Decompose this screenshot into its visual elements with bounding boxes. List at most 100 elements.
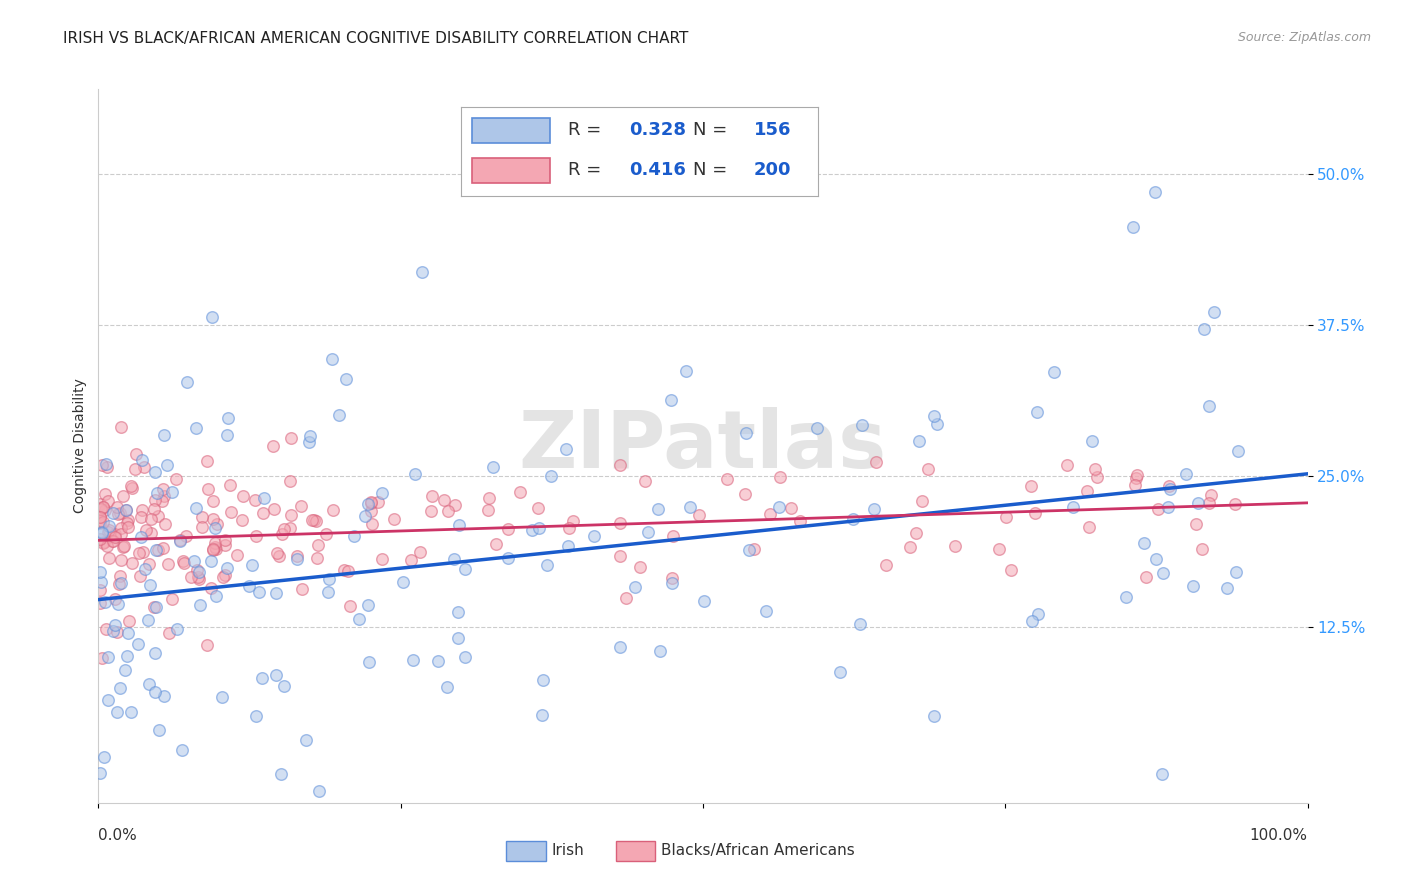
Point: [188, 572, 211, 586]
Point: [131, 502, 153, 516]
Point: [112, 489, 135, 503]
Point: [1174, 467, 1197, 481]
Point: [114, 663, 136, 677]
Point: [675, 363, 697, 377]
Point: [166, 622, 188, 636]
Point: [382, 512, 405, 526]
Point: [184, 501, 207, 516]
Point: [262, 440, 284, 454]
Point: [108, 576, 131, 591]
Point: [252, 507, 274, 521]
Point: [93, 534, 115, 549]
Point: [202, 542, 225, 557]
Text: Irish: Irish: [551, 844, 583, 858]
Point: [138, 558, 160, 572]
Point: [152, 427, 174, 442]
Point: [90, 574, 112, 589]
Point: [481, 459, 503, 474]
Point: [308, 783, 330, 797]
Point: [271, 526, 294, 541]
Point: [1024, 506, 1046, 520]
Point: [905, 525, 928, 540]
Point: [120, 705, 142, 719]
Point: [1152, 566, 1174, 580]
Point: [157, 558, 180, 572]
Point: [806, 421, 828, 435]
Point: [89, 766, 111, 780]
Point: [449, 517, 471, 532]
Point: [188, 565, 211, 579]
Point: [758, 507, 780, 521]
Point: [1123, 478, 1146, 492]
Point: [454, 562, 477, 576]
Point: [121, 481, 143, 495]
Point: [875, 558, 897, 573]
Point: [94, 457, 117, 471]
Point: [232, 488, 254, 502]
Point: [89, 497, 111, 511]
Point: [361, 517, 384, 532]
Point: [562, 514, 585, 528]
Point: [243, 493, 266, 508]
Point: [367, 494, 389, 508]
Point: [485, 537, 508, 551]
Point: [134, 562, 156, 576]
Point: [112, 540, 135, 554]
Point: [176, 375, 198, 389]
Point: [132, 460, 155, 475]
Point: [143, 492, 166, 507]
Point: [183, 554, 205, 568]
Point: [337, 564, 360, 578]
Point: [688, 508, 710, 522]
Point: [105, 705, 128, 719]
Point: [1159, 482, 1181, 496]
Point: [186, 564, 208, 578]
Point: [647, 501, 669, 516]
Point: [101, 506, 124, 520]
Point: [661, 575, 683, 590]
Point: [97, 525, 120, 540]
Point: [231, 513, 253, 527]
Point: [477, 503, 499, 517]
Point: [202, 511, 225, 525]
Point: [1115, 590, 1137, 604]
Point: [609, 549, 631, 563]
Point: [443, 551, 465, 566]
Point: [280, 431, 302, 445]
Point: [139, 578, 162, 592]
Point: [922, 409, 945, 423]
Point: [1144, 552, 1167, 566]
Point: [910, 494, 932, 508]
Point: [849, 616, 872, 631]
Point: [201, 310, 224, 324]
Point: [1199, 488, 1222, 502]
Point: [204, 540, 226, 554]
Point: [360, 496, 382, 510]
Point: [307, 551, 329, 566]
Point: [530, 707, 553, 722]
Point: [172, 742, 194, 756]
Point: [214, 568, 236, 582]
Point: [165, 472, 187, 486]
Point: [96, 539, 118, 553]
Point: [89, 510, 111, 524]
Point: [1026, 607, 1049, 621]
Point: [217, 560, 239, 574]
Point: [411, 265, 433, 279]
Point: [270, 767, 292, 781]
Point: [557, 521, 579, 535]
Point: [609, 516, 631, 530]
Point: [141, 512, 163, 526]
Point: [91, 650, 114, 665]
Point: [136, 614, 159, 628]
Point: [1215, 581, 1237, 595]
Point: [454, 649, 477, 664]
Point: [678, 500, 700, 514]
Text: 0.0%: 0.0%: [98, 828, 138, 843]
Point: [443, 498, 465, 512]
Point: [1157, 500, 1180, 514]
Point: [173, 556, 195, 570]
Point: [278, 475, 301, 489]
Point: [1159, 478, 1181, 492]
Point: [531, 673, 554, 688]
